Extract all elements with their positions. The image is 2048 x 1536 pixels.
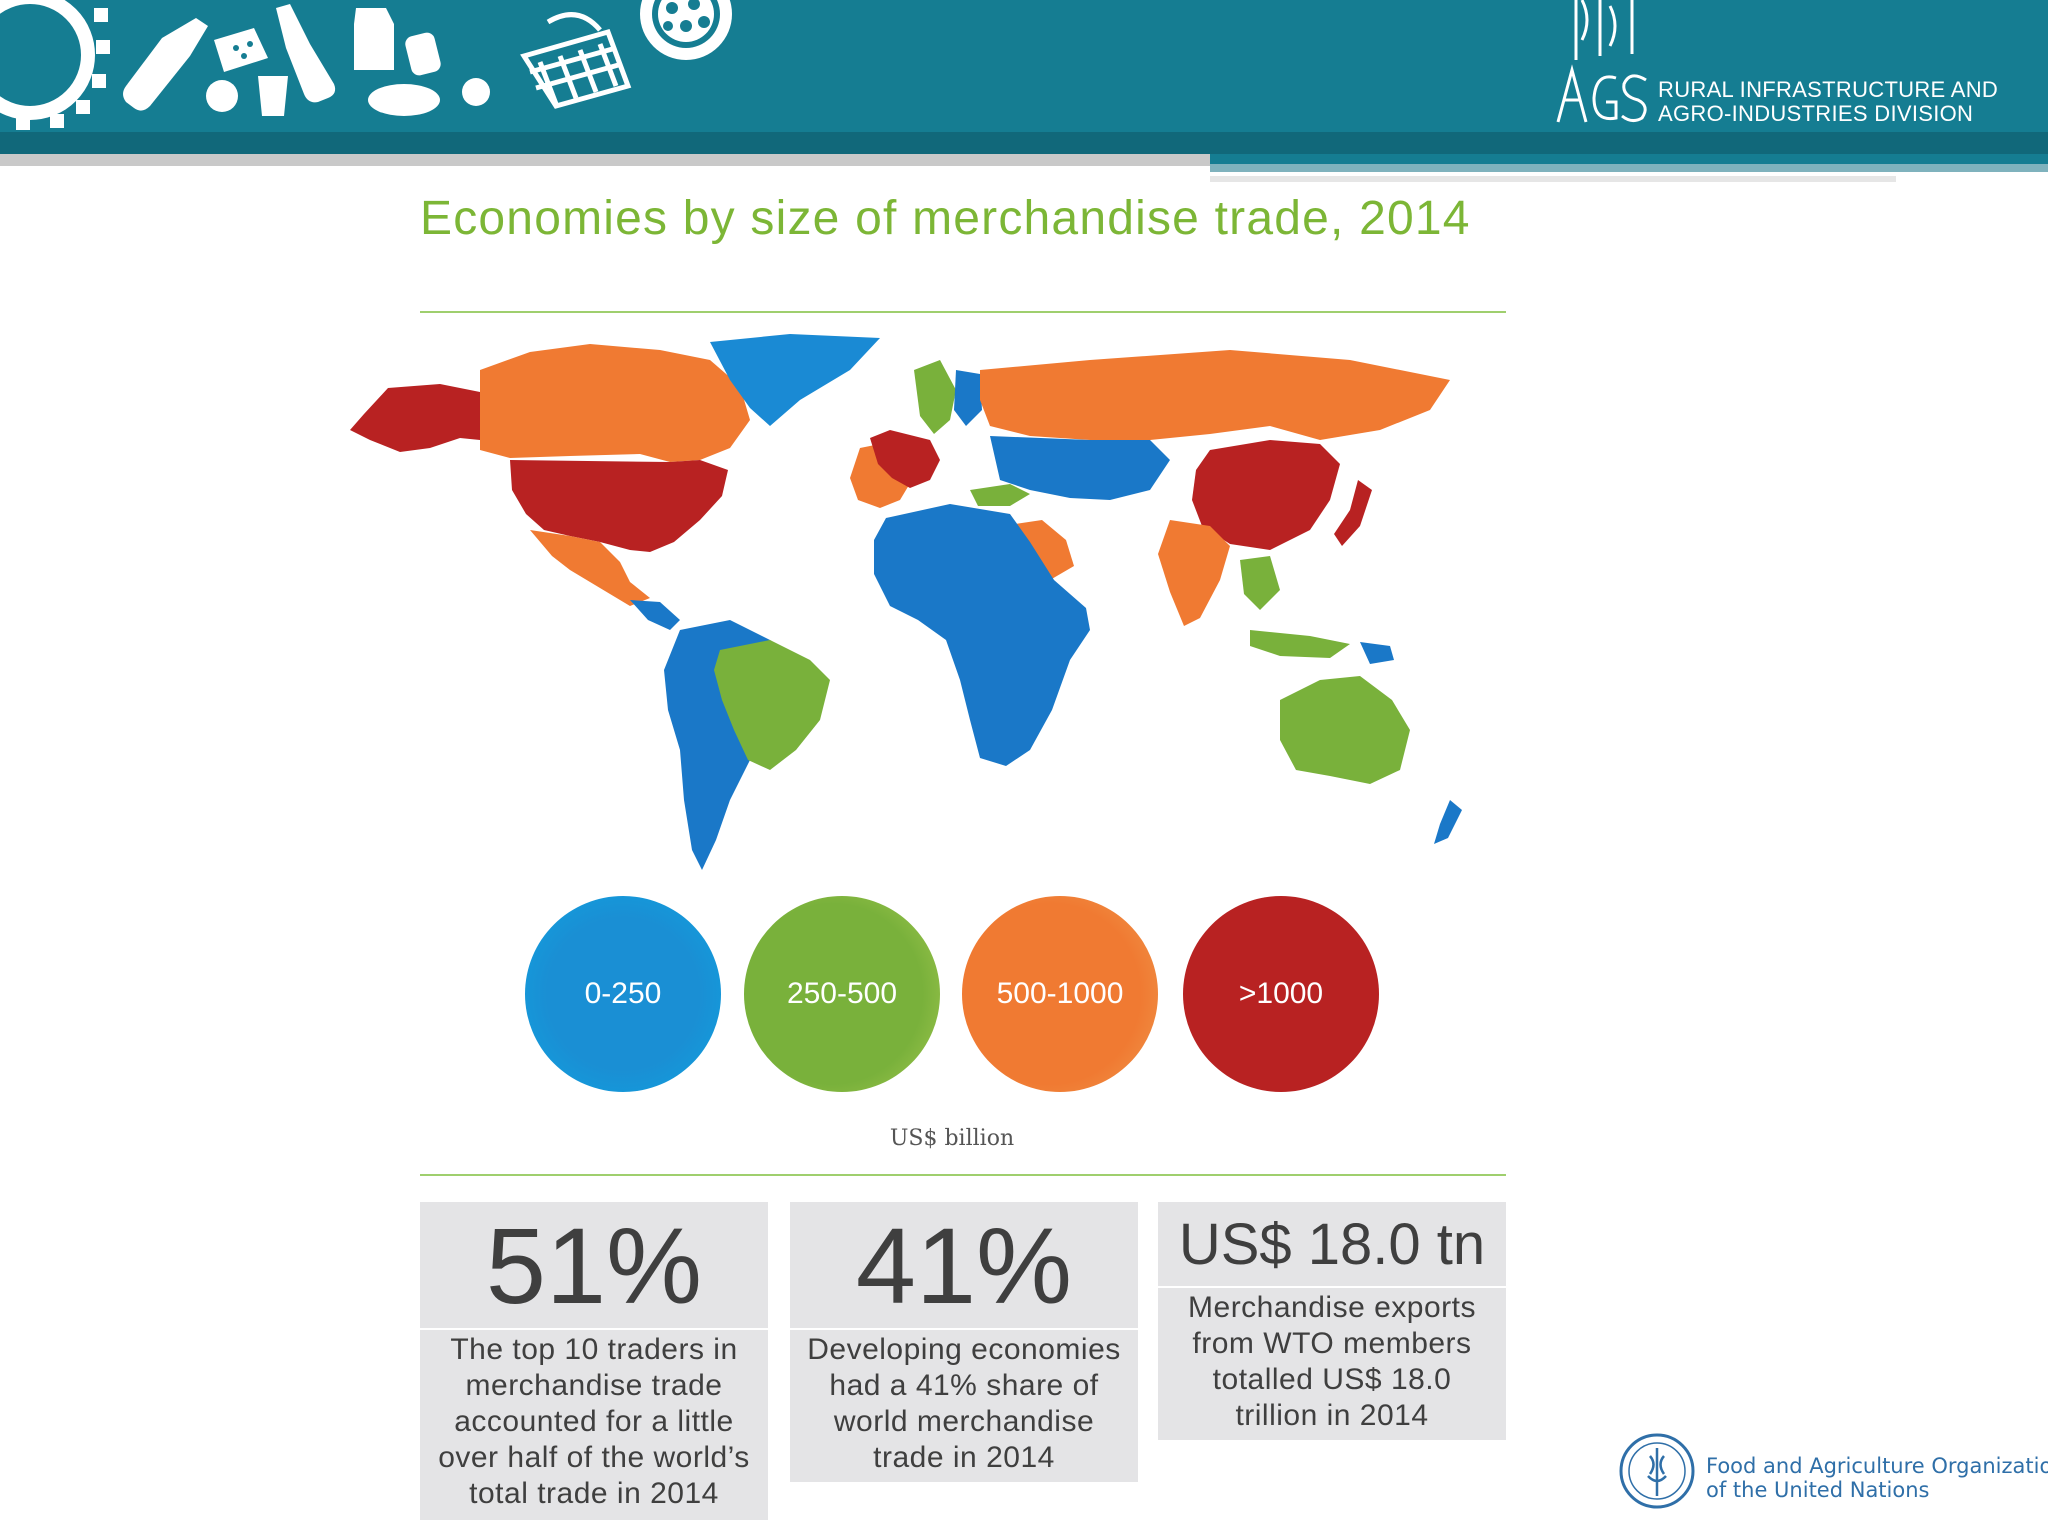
map-region-scandinavia: [914, 360, 956, 434]
map-region-new-zealand: [1434, 800, 1462, 844]
map-region-mexico: [530, 530, 650, 606]
ags-logo: [1556, 0, 1647, 123]
legend-item-250-500: 250-500: [744, 896, 940, 1092]
stat-box-developing-economies: 41% Developing economies had a 41% share…: [790, 1202, 1138, 1482]
stat-description: Developing economies had a 41% share of …: [790, 1330, 1138, 1478]
stat-value: 51%: [420, 1202, 768, 1330]
legend-item-500-1000: 500-1000: [962, 896, 1158, 1092]
legend-item-over-1000: >1000: [1183, 896, 1379, 1092]
map-region-papua: [1360, 642, 1394, 664]
map-region-russia: [980, 350, 1450, 440]
map-region-central-asia: [990, 436, 1170, 500]
stat-box-merchandise-exports: US$ 18.0 tn Merchandise exports from WTO…: [1158, 1202, 1506, 1440]
food-icons-banner: [0, 0, 732, 130]
header-divider-light: [1210, 176, 1896, 182]
map-region-china: [1192, 440, 1340, 550]
map-region-africa: [874, 504, 1090, 766]
stat-description: The top 10 traders in merchandise trade …: [420, 1330, 768, 1514]
can-icon: [405, 32, 441, 76]
stat-description-line: Developing economies: [807, 1333, 1121, 1366]
map-region-southeast-asia: [1240, 556, 1280, 610]
map-region-australia: [1280, 676, 1410, 784]
legend-item-0-250: 0-250: [525, 896, 721, 1092]
map-region-central-europe: [870, 430, 940, 488]
fao-emblem-icon: [1619, 1433, 1695, 1509]
legend-rule: [420, 1174, 1506, 1176]
stat-description-line: total trade in 2014: [469, 1477, 719, 1510]
division-name-line2: AGRO-INDUSTRIES DIVISION: [1658, 101, 1974, 126]
stat-description-line: accounted for a little: [454, 1405, 734, 1438]
map-region-india: [1158, 520, 1230, 626]
tomato-icon: [462, 78, 490, 106]
stat-description-line: from WTO members: [1192, 1327, 1472, 1360]
world-map: [350, 334, 1462, 870]
header-divider-teal-light: [1210, 164, 2048, 172]
pizza-icon: [640, 0, 732, 60]
division-name: RURAL INFRASTRUCTURE AND AGRO-INDUSTRIES…: [1658, 78, 1998, 126]
stat-description: Merchandise exports from WTO members tot…: [1158, 1288, 1506, 1436]
stat-description-line: Merchandise exports: [1188, 1291, 1476, 1324]
stat-value: 41%: [790, 1202, 1138, 1330]
basket-icon: [520, 12, 632, 109]
fao-name: Food and Agriculture Organization of the…: [1706, 1454, 2048, 1502]
stat-description-line: world merchandise: [833, 1405, 1095, 1438]
wine-bottle-icon: [276, 4, 336, 103]
stat-description-line: The top 10 traders in: [450, 1333, 738, 1366]
stat-description-line: merchandise trade: [465, 1369, 723, 1402]
header-divider-teal: [1210, 154, 2048, 164]
cheese-icon: [214, 28, 268, 72]
milk-carton-icon: [354, 8, 394, 70]
header-banner: [0, 0, 2048, 132]
map-region-greenland: [710, 334, 880, 426]
division-name-line1: RURAL INFRASTRUCTURE AND: [1658, 77, 1999, 102]
map-region-central-america: [630, 600, 680, 630]
bread-icon: [368, 84, 440, 116]
stat-description-line: trillion in 2014: [1235, 1399, 1429, 1432]
gear-icon: [0, 0, 95, 120]
title-rule: [420, 311, 1506, 313]
stat-description-line: trade in 2014: [873, 1441, 1055, 1474]
stat-value: US$ 18.0 tn: [1158, 1202, 1506, 1288]
legend-unit: US$ billion: [889, 1126, 1015, 1151]
bottle-icon: [123, 18, 208, 111]
header-divider-grey: [0, 154, 1210, 166]
fao-name-line1: Food and Agriculture Organization: [1706, 1454, 2048, 1478]
apple-icon: [206, 80, 238, 112]
map-region-turkey: [970, 484, 1030, 506]
stat-description-line: had a 41% share of: [829, 1369, 1099, 1402]
slide-title: Economies by size of merchandise trade, …: [420, 192, 1471, 245]
gear-teeth-icon: [16, 8, 110, 130]
map-region-canada: [480, 344, 750, 462]
map-region-usa: [510, 460, 728, 552]
header-banner-band: [0, 132, 2048, 154]
map-region-finland: [954, 370, 982, 426]
map-region-brazil: [714, 640, 830, 770]
stat-box-top-traders: 51% The top 10 traders in merchandise tr…: [420, 1202, 768, 1520]
map-region-japan: [1334, 480, 1372, 546]
glass-icon: [258, 76, 288, 116]
map-region-indonesia: [1250, 630, 1350, 658]
map-region-alaska: [350, 384, 480, 452]
fao-name-line2: of the United Nations: [1706, 1478, 1930, 1502]
stat-description-line: totalled US$ 18.0: [1212, 1363, 1452, 1396]
stat-description-line: over half of the world’s: [438, 1441, 750, 1474]
